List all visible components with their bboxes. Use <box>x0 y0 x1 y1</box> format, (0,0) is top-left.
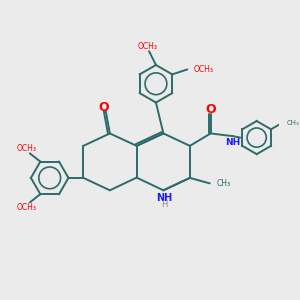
Text: NH: NH <box>156 193 172 203</box>
Text: H: H <box>161 200 167 209</box>
Text: O: O <box>205 103 216 116</box>
Text: OCH₃: OCH₃ <box>17 144 37 153</box>
Text: CH₃: CH₃ <box>217 179 231 188</box>
Text: OCH₃: OCH₃ <box>138 42 158 51</box>
Text: CH₃: CH₃ <box>286 120 299 126</box>
Text: OCH₃: OCH₃ <box>17 202 37 211</box>
Text: O: O <box>98 101 109 114</box>
Text: OCH₃: OCH₃ <box>194 65 214 74</box>
Text: NH: NH <box>225 138 240 147</box>
